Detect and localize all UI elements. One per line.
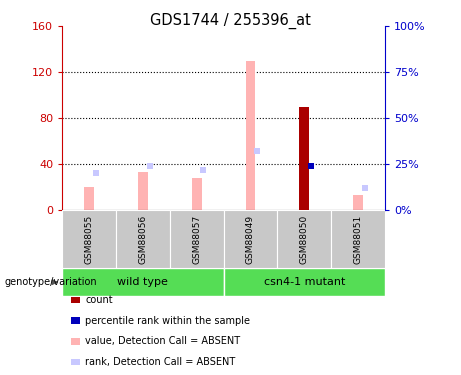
Bar	[331, 210, 385, 268]
Bar	[224, 210, 278, 268]
Bar	[300, 106, 309, 210]
Text: percentile rank within the sample: percentile rank within the sample	[85, 316, 250, 326]
Bar	[138, 172, 148, 210]
Text: GSM88050: GSM88050	[300, 214, 309, 264]
Bar	[246, 61, 255, 210]
Bar	[170, 210, 224, 268]
Text: csn4-1 mutant: csn4-1 mutant	[264, 277, 345, 287]
Text: GSM88056: GSM88056	[138, 214, 148, 264]
Text: GSM88055: GSM88055	[85, 214, 94, 264]
Text: GSM88051: GSM88051	[354, 214, 362, 264]
Bar	[84, 187, 94, 210]
Bar	[192, 178, 201, 210]
Bar	[278, 210, 331, 268]
Text: GSM88049: GSM88049	[246, 214, 255, 264]
Bar	[116, 210, 170, 268]
Text: value, Detection Call = ABSENT: value, Detection Call = ABSENT	[85, 336, 240, 346]
Bar	[353, 195, 363, 210]
Bar	[224, 268, 385, 296]
Text: wild type: wild type	[118, 277, 168, 287]
Text: count: count	[85, 295, 113, 305]
Bar	[62, 268, 224, 296]
Text: genotype/variation: genotype/variation	[5, 277, 97, 287]
Text: GSM88057: GSM88057	[192, 214, 201, 264]
Bar	[62, 210, 116, 268]
Text: GDS1744 / 255396_at: GDS1744 / 255396_at	[150, 13, 311, 29]
Text: rank, Detection Call = ABSENT: rank, Detection Call = ABSENT	[85, 357, 236, 367]
